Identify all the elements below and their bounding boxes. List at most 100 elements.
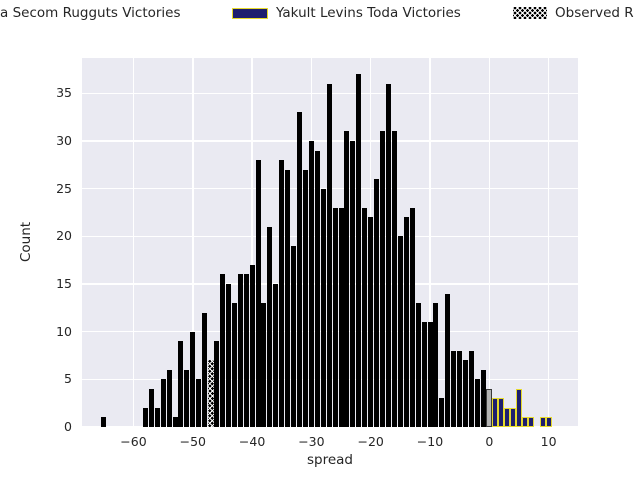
x-tick-label: 0 [485,434,494,449]
legend-item-yakult-levins: Yakult Levins Toda Victories [232,5,461,21]
legend-swatch-navy-icon [232,7,268,19]
histogram-bar [451,350,457,427]
histogram-bar [267,226,273,427]
legend-item-secom-rugguts: a Secom Rugguts Victories [0,5,181,21]
histogram-bar [362,207,368,427]
legend-label: Yakult Levins Toda Victories [276,5,461,21]
histogram-bar [308,140,314,427]
x-tick-label: −30 [298,434,325,449]
x-tick-label: −60 [120,434,147,449]
histogram-bar [160,379,166,427]
histogram-bar [101,417,107,427]
x-tick-label: −40 [238,434,266,449]
histogram-bar [356,74,362,427]
legend-label: Observed R [555,5,634,21]
histogram-bar [207,360,214,427]
histogram-bar [190,331,196,427]
histogram-bar [510,407,517,427]
histogram-bar [332,207,338,427]
gridline-vertical [132,58,135,427]
histogram-bar [338,207,344,427]
histogram-bar [504,407,511,427]
gridline-vertical [488,58,491,427]
histogram-bar [219,274,225,427]
histogram-bar [474,379,480,427]
histogram-bar [314,150,320,427]
gridline-vertical [547,58,550,427]
gridline-vertical [429,58,431,427]
histogram-bar [539,417,546,427]
histogram-bar [391,131,397,427]
histogram-bar [166,369,172,427]
plot-area [82,58,578,428]
y-tick-label: 30 [56,132,72,148]
histogram-bar [427,322,433,427]
histogram-bar [184,369,190,427]
legend-label: a Secom Rugguts Victories [0,5,181,21]
y-tick-label: 10 [56,323,72,339]
histogram-bar [380,131,386,427]
histogram-bar [480,369,486,427]
histogram-bar [148,388,154,427]
histogram-bar [498,398,505,427]
histogram-bar [291,245,297,427]
histogram-bar [385,83,391,427]
histogram-bar [243,274,249,427]
histogram-bar [297,112,303,427]
x-axis-label: spread [306,452,353,468]
histogram-bar [302,169,308,427]
histogram-bar [492,398,499,427]
histogram-bar [527,417,534,427]
histogram-bar [225,283,231,427]
histogram-bar [545,417,552,427]
histogram-bar [463,360,469,427]
histogram-bar [374,179,380,427]
y-tick-label: 0 [64,419,72,434]
legend: a Secom Rugguts Victories Yakult Levins … [0,0,640,28]
histogram-bar [521,417,528,427]
histogram-bar [403,217,409,427]
histogram-bar [261,303,267,427]
histogram-bar [457,350,463,427]
histogram-bar [142,407,148,427]
histogram-bar [397,236,403,427]
histogram-bar [344,131,350,427]
histogram-bar [214,341,220,427]
y-tick-label: 35 [56,85,72,101]
histogram-bar [421,322,427,427]
histogram-bar [172,417,178,427]
histogram-bar [249,264,255,427]
histogram-bar [196,379,202,427]
histogram-bar [409,207,415,427]
histogram-bar [202,312,208,427]
legend-swatch-hatch-icon [513,7,547,19]
y-tick-label: 25 [56,180,72,196]
histogram-bar [231,303,237,427]
gridline-vertical [251,58,253,427]
histogram-bar [368,217,374,427]
histogram-bar [255,160,261,427]
x-tick-label: 10 [540,434,557,449]
x-tick-label: −10 [416,434,444,449]
histogram-bar [439,398,445,427]
legend-item-observed: Observed R [513,5,634,21]
histogram-bar [279,160,285,427]
histogram-bar [445,293,451,427]
histogram-bar [515,388,522,427]
histogram-bar [285,169,291,427]
y-axis-label: Count [18,221,34,263]
x-tick-label: −50 [179,434,206,449]
y-tick-label: 20 [56,228,72,244]
histogram-bar [178,341,184,427]
histogram-bar [469,350,474,427]
gridline-horizontal [82,426,578,428]
y-tick-label: 15 [56,275,72,291]
histogram-bar [486,388,493,427]
histogram-bar [320,188,326,427]
histogram-bar [154,407,160,427]
x-tick-label: −20 [357,434,384,449]
histogram-bar [350,140,356,427]
y-tick-label: 5 [64,371,72,387]
histogram-bar [415,303,421,427]
